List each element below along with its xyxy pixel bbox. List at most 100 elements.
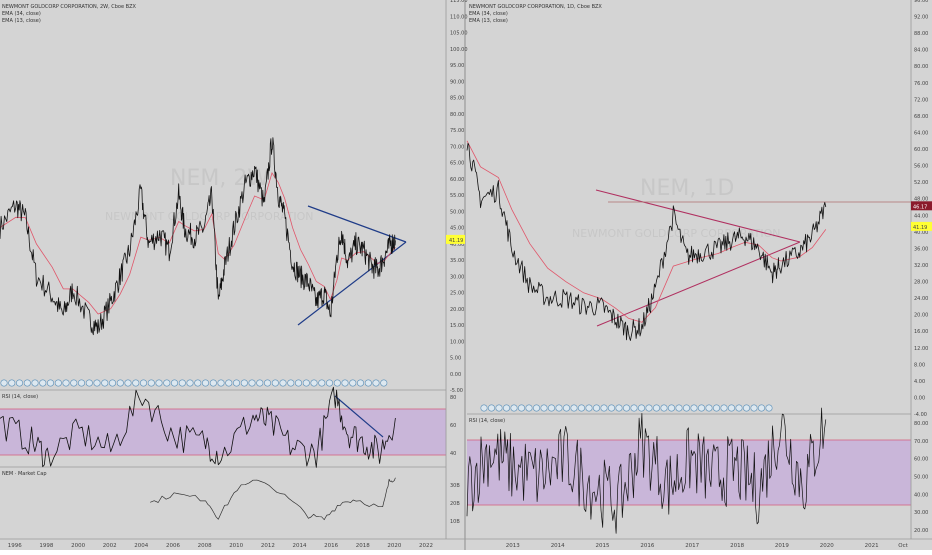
left-dividend-badge[interactable] (380, 379, 388, 387)
right-dividend-badge[interactable] (645, 404, 653, 412)
right-dividend-badge[interactable] (525, 404, 533, 412)
left-dividend-badge[interactable] (178, 379, 186, 387)
right-dividend-badge[interactable] (682, 404, 690, 412)
left-dividend-badge[interactable] (46, 379, 54, 387)
left-dividend-badge[interactable] (8, 379, 16, 387)
left-dividend-badge[interactable] (302, 379, 310, 387)
left-dividend-badge[interactable] (124, 379, 132, 387)
right-dividend-badge[interactable] (540, 404, 548, 412)
right-dividend-badge[interactable] (712, 404, 720, 412)
left-dividend-badge[interactable] (318, 379, 326, 387)
left-dividend-badge[interactable] (194, 379, 202, 387)
right-dividend-badge[interactable] (652, 404, 660, 412)
right-upper-trendline[interactable] (595, 189, 801, 243)
left-ema34-label[interactable]: EMA (34, close) (2, 11, 41, 17)
left-dividend-badge[interactable] (140, 379, 148, 387)
right-dividend-badge[interactable] (487, 404, 495, 412)
right-dividend-badge[interactable] (705, 404, 713, 412)
left-chart-title[interactable]: NEWMONT GOLDCORP CORPORATION, 2W, Cboe B… (2, 4, 137, 10)
left-dividend-badge[interactable] (202, 379, 210, 387)
right-price-pane[interactable] (467, 0, 911, 414)
right-dividend-badge[interactable] (570, 404, 578, 412)
left-dividend-badge[interactable] (93, 379, 101, 387)
left-dividend-badge[interactable] (62, 379, 70, 387)
left-dividend-badge[interactable] (240, 379, 248, 387)
right-dividend-badge[interactable] (502, 404, 510, 412)
right-chart-title[interactable]: NEWMONT GOLDCORP CORPORATION, 1D, Cboe B… (469, 4, 602, 10)
right-dividend-badge[interactable] (750, 404, 758, 412)
right-dividend-badge[interactable] (667, 404, 675, 412)
left-dividend-badge[interactable] (263, 379, 271, 387)
left-cap-pane[interactable] (0, 467, 446, 539)
left-rsi-label[interactable]: RSI (14, close) (2, 394, 38, 400)
right-dividend-badge[interactable] (727, 404, 735, 412)
right-dividend-badge[interactable] (495, 404, 503, 412)
right-dividend-badge[interactable] (592, 404, 600, 412)
left-dividend-badge[interactable] (217, 379, 225, 387)
left-dividend-badge[interactable] (256, 379, 264, 387)
left-dividend-badge[interactable] (356, 379, 364, 387)
left-rsi-trendline[interactable] (334, 395, 384, 438)
left-dividend-badge[interactable] (78, 379, 86, 387)
right-dividend-badge[interactable] (757, 404, 765, 412)
left-dividend-badge[interactable] (287, 379, 295, 387)
right-dividend-badge[interactable] (480, 404, 488, 412)
left-price-series[interactable] (0, 137, 396, 336)
left-dividend-badge[interactable] (15, 379, 23, 387)
right-dividend-badge[interactable] (765, 404, 773, 412)
left-dividend-badge[interactable] (171, 379, 179, 387)
left-dividend-badge[interactable] (31, 379, 39, 387)
left-dividend-badge[interactable] (54, 379, 62, 387)
left-dividend-badge[interactable] (132, 379, 140, 387)
right-dividend-badge[interactable] (562, 404, 570, 412)
right-ema34-label[interactable]: EMA (34, close) (469, 11, 508, 17)
right-lower-trendline[interactable] (596, 241, 801, 327)
left-dividend-badge[interactable] (333, 379, 341, 387)
right-dividend-badge[interactable] (637, 404, 645, 412)
left-cap-label[interactable]: NEM · Market Cap (2, 471, 47, 477)
right-price-series[interactable] (466, 142, 827, 341)
left-dividend-badge[interactable] (0, 379, 8, 387)
left-dividend-badge[interactable] (310, 379, 318, 387)
left-dividend-badge[interactable] (233, 379, 241, 387)
right-dividend-badge[interactable] (675, 404, 683, 412)
right-dividend-badge[interactable] (690, 404, 698, 412)
left-cap-series[interactable] (150, 477, 396, 521)
right-dividend-badge[interactable] (555, 404, 563, 412)
right-dividend-badge[interactable] (532, 404, 540, 412)
right-dividend-badge[interactable] (577, 404, 585, 412)
left-dividend-badge[interactable] (225, 379, 233, 387)
right-rsi-series[interactable] (466, 407, 827, 534)
left-dividend-badge[interactable] (349, 379, 357, 387)
left-dividend-badge[interactable] (279, 379, 287, 387)
left-price-pane[interactable] (0, 0, 446, 390)
right-dividend-badge[interactable] (517, 404, 525, 412)
left-ema13-label[interactable]: EMA (13, close) (2, 18, 41, 24)
right-dividend-badge[interactable] (600, 404, 608, 412)
left-dividend-badge[interactable] (364, 379, 372, 387)
left-dividend-badge[interactable] (209, 379, 217, 387)
right-dividend-badge[interactable] (607, 404, 615, 412)
left-dividend-badge[interactable] (248, 379, 256, 387)
right-ema13-label[interactable]: EMA (13, close) (469, 18, 508, 24)
right-dividend-badge[interactable] (547, 404, 555, 412)
left-dividend-badge[interactable] (186, 379, 194, 387)
left-dividend-badge[interactable] (163, 379, 171, 387)
right-dividend-badge[interactable] (510, 404, 518, 412)
right-dividend-badge[interactable] (697, 404, 705, 412)
left-dividend-badge[interactable] (101, 379, 109, 387)
right-dividend-badge[interactable] (622, 404, 630, 412)
left-dividend-badge[interactable] (147, 379, 155, 387)
left-dividend-badge[interactable] (109, 379, 117, 387)
left-dividend-badge[interactable] (39, 379, 47, 387)
right-dividend-badge[interactable] (660, 404, 668, 412)
left-dividend-badge[interactable] (70, 379, 78, 387)
right-dividend-badge[interactable] (585, 404, 593, 412)
left-dividend-badge[interactable] (341, 379, 349, 387)
right-dividend-badge[interactable] (720, 404, 728, 412)
left-dividend-badge[interactable] (294, 379, 302, 387)
left-dividend-badge[interactable] (116, 379, 124, 387)
left-dividend-badge[interactable] (155, 379, 163, 387)
left-dividend-badge[interactable] (23, 379, 31, 387)
